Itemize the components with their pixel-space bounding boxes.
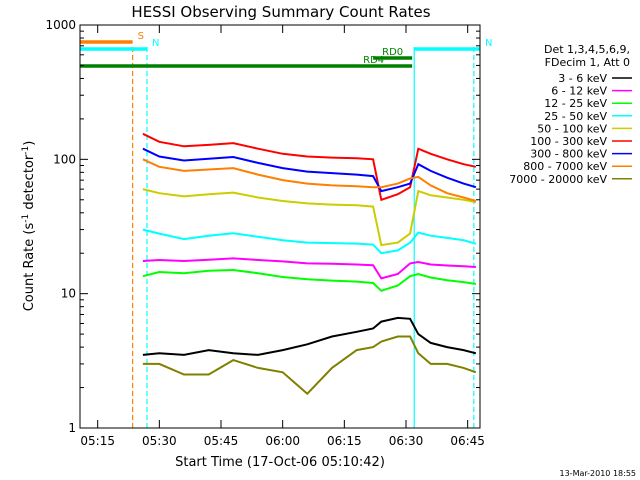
y-tick-label-0: 1 [68,421,76,435]
x-axis: 05:15 05:30 05:45 06:00 06:15 06:30 06:45 [80,25,485,448]
series-line-0 [142,316,477,356]
legend-label-5: 100 - 300 keV [530,135,607,148]
y-axis-label: Count Rate (s-1 detector-1) [21,141,37,312]
legend-label-0: 3 - 6 keV [558,72,607,85]
x-tick-label-6: 06:45 [450,434,485,448]
x-tick-label-0: 05:15 [80,434,115,448]
legend-label-6: 300 - 800 keV [530,148,607,161]
legend-label-2: 12 - 25 keV [544,97,607,110]
marker-lines [132,47,475,428]
x-tick-label-4: 06:15 [327,434,362,448]
legend-label-4: 50 - 100 keV [537,122,607,135]
plot-frame [79,24,481,429]
series-line-6 [142,147,477,193]
x-tick-label-1: 05:30 [142,434,177,448]
series-lines [142,132,477,396]
legend-label-1: 6 - 12 keV [551,85,607,98]
x-tick-label-3: 06:00 [265,434,300,448]
legend-header-line-2: FDecim 1, Att 0 [545,56,630,69]
legend-label-7: 800 - 7000 keV [523,160,607,173]
y-tick-label-3: 1000 [45,18,76,32]
flag-label-4: RD4 [363,55,384,66]
legend-label-8: 7000 - 20000 keV [509,173,607,186]
flag-label-0: S [138,31,144,42]
y-axis: 1 10 100 1000 [45,18,480,435]
chart-title: HESSI Observing Summary Count Rates [131,3,430,21]
x-tick-label-2: 05:45 [204,434,239,448]
series-line-8 [142,335,477,396]
series-line-5 [142,132,477,202]
x-axis-label: Start Time (17-Oct-06 05:10:42) [175,455,385,470]
x-tick-label-5: 06:30 [389,434,424,448]
legend-label-3: 25 - 50 keV [544,110,607,123]
series-line-2 [142,268,477,292]
series-line-1 [142,257,476,280]
flag-label-1: N [152,38,159,49]
y-tick-label-2: 100 [53,152,76,166]
series-line-7 [142,158,477,202]
series-line-4 [142,188,477,247]
footer-date: 13-Mar-2010 18:55 [560,469,637,478]
flag-label-3: RD0 [382,47,403,58]
flag-label-2: N [485,38,492,49]
legend-header-line-1: Det 1,3,4,5,6,9, [544,43,630,56]
series-line-3 [142,228,477,255]
y-tick-label-1: 10 [61,287,76,301]
